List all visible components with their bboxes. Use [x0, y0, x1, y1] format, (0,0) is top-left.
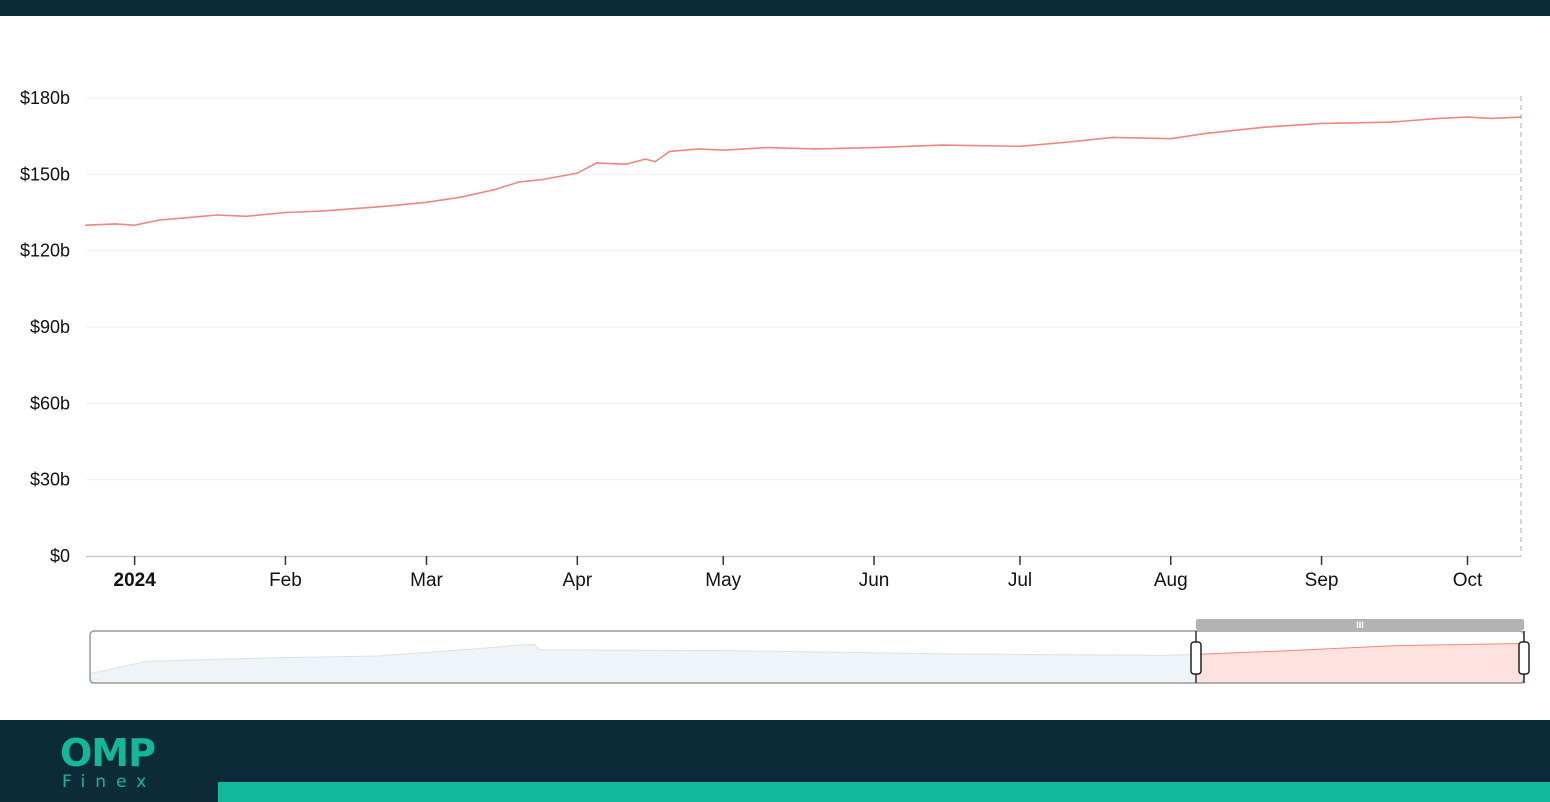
data-point — [1262, 126, 1265, 129]
data-point — [1320, 122, 1323, 125]
series-line — [85, 116, 1522, 226]
data-point — [1111, 136, 1114, 139]
x-tick-label: Jun — [859, 570, 890, 591]
navigator-right-handle[interactable] — [1518, 641, 1530, 675]
data-point — [158, 219, 160, 222]
data-point — [1437, 117, 1440, 120]
scrollbar-grip: III — [1356, 620, 1364, 630]
data-point — [85, 224, 87, 227]
data-point — [1490, 117, 1493, 120]
tvl-line-chart: $0 $30b $60b $90b $120b $150b $180b 2024 Feb Mar… — [20, 88, 1522, 591]
logo-text: Finex — [62, 772, 157, 792]
x-tick-label: Sep — [1305, 570, 1339, 591]
data-point — [187, 216, 190, 219]
data-point — [425, 201, 428, 204]
footer-bar: OMP Finex — [0, 720, 1550, 802]
data-point — [722, 149, 725, 152]
data-point — [1203, 132, 1206, 135]
data-point — [459, 196, 462, 199]
data-point — [284, 211, 287, 214]
brand-logo[interactable]: OMP Finex — [60, 734, 170, 800]
navigator-selected-area — [1195, 642, 1525, 684]
data-point — [1466, 116, 1469, 118]
x-tick-label: 2024 — [114, 570, 157, 591]
logo-mark: OMP — [60, 731, 156, 775]
data-point — [941, 144, 943, 147]
x-tick-label: Feb — [269, 570, 302, 591]
y-tick-label: $60b — [30, 393, 70, 413]
data-point — [518, 181, 520, 183]
data-point — [668, 150, 671, 153]
x-tick-label: Mar — [410, 570, 443, 591]
data-point — [698, 148, 700, 150]
data-point — [1169, 137, 1172, 140]
x-tick-label: Oct — [1453, 570, 1483, 591]
x-tick-label: May — [705, 570, 741, 591]
data-point — [216, 214, 219, 216]
data-point — [654, 160, 656, 163]
data-point — [133, 224, 136, 227]
data-point — [386, 205, 389, 208]
accent-stripe — [218, 782, 1550, 802]
y-tick-label: $30b — [30, 470, 70, 490]
y-tick-label: $0 — [50, 546, 70, 566]
navigator-left-handle[interactable] — [1190, 641, 1202, 675]
data-point — [1520, 116, 1522, 118]
y-tick-label: $180b — [20, 88, 70, 108]
x-tick-label: Apr — [563, 570, 593, 591]
data-point — [644, 158, 647, 161]
y-tick-label: $150b — [20, 164, 70, 184]
x-tick-label: Aug — [1154, 570, 1188, 591]
data-point — [318, 210, 321, 213]
header-bar — [0, 0, 1550, 16]
data-point — [766, 146, 768, 149]
data-point — [1019, 145, 1021, 148]
data-point — [245, 215, 248, 218]
data-point — [542, 178, 545, 181]
chart-area: $0 $30b $60b $90b $120b $150b $180b 2024 Feb Mar… — [0, 16, 1550, 720]
data-point — [352, 207, 355, 210]
y-tick-label: $120b — [20, 241, 70, 261]
range-navigator[interactable]: III — [0, 16, 1550, 720]
data-point — [1388, 121, 1391, 124]
x-tick-label: Jul — [1008, 570, 1032, 591]
data-point — [1062, 141, 1065, 144]
data-point — [625, 163, 627, 166]
data-point — [114, 223, 117, 225]
y-tick-label: $90b — [30, 317, 70, 337]
data-point — [595, 162, 598, 164]
data-point — [493, 188, 496, 191]
data-point — [814, 148, 817, 150]
navigator-series-area — [89, 643, 1197, 684]
navigator-scrollbar[interactable] — [1196, 619, 1524, 630]
data-point — [576, 172, 579, 175]
data-point — [873, 146, 875, 149]
